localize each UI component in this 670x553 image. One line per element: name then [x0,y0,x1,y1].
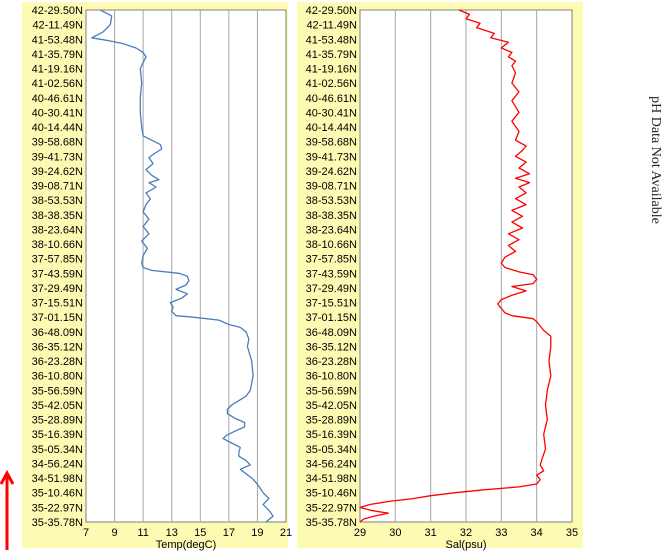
sal-y-tick-label: 35-16.39N [306,429,357,441]
sal-y-tick-label: 34-56.24N [306,458,357,470]
temp-y-tick-label: 39-08.71N [32,181,83,193]
temp-y-tick-label: 41-35.79N [32,49,83,61]
sal-x-tick-label: 35 [566,527,578,539]
sal-y-tick-label: 42-29.50N [306,5,357,17]
sal-y-tick-label: 35-28.89N [306,415,357,427]
sal-y-tick-label: 38-23.64N [306,224,357,236]
sal-x-tick-label: 29 [354,527,366,539]
sal-y-tick-label: 38-38.35N [306,210,357,222]
temp-y-tick-label: 35-05.34N [32,444,83,456]
temp-y-tick-label: 35-56.59N [32,385,83,397]
temp-y-tick-label: 36-35.12N [32,341,83,353]
sal-x-tick-label: 31 [425,527,437,539]
sal-y-tick-label: 37-57.85N [306,254,357,266]
temp-y-tick-label: 41-19.16N [32,64,83,76]
sal-y-tick-label: 37-15.51N [306,298,357,310]
sal-x-axis-title: Sal(psu) [446,539,487,551]
temp-y-tick-label: 37-43.59N [32,268,83,280]
temp-y-tick-label: 38-23.64N [32,224,83,236]
temp-y-tick-label: 37-57.85N [32,254,83,266]
temp-y-tick-label: 37-01.15N [32,312,83,324]
temp-series-line-0 [91,9,274,523]
temp-y-tick-label: 39-24.62N [32,166,83,178]
temp-y-tick-label: 41-53.48N [32,34,83,46]
temp-y-tick-label: 37-15.51N [32,298,83,310]
sal-y-tick-label: 35-05.34N [306,444,357,456]
sal-y-tick-label: 38-10.66N [306,239,357,251]
sal-x-tick-label: 34 [531,527,543,539]
sal-y-tick-label: 39-41.73N [306,151,357,163]
sal-y-tick-label: 38-53.53N [306,195,357,207]
sal-y-tick-label: 34-51.98N [306,473,357,485]
temp-y-tick-label: 40-30.41N [32,107,83,119]
temp-y-tick-label: 34-51.98N [32,473,83,485]
sal-x-tick-label: 33 [495,527,507,539]
temp-y-tick-label: 35-35.78N [32,517,83,529]
sal-y-tick-label: 42-11.49N [306,20,357,32]
temp-x-tick-label: 9 [112,527,118,539]
sal-y-tick-label: 39-58.68N [306,137,357,149]
temp-y-tick-label: 35-16.39N [32,429,83,441]
temp-x-axis-title: Temp(degC) [156,539,217,551]
sal-y-tick-label: 37-29.49N [306,283,357,295]
temp-x-tick-label: 7 [83,527,89,539]
sal-y-tick-label: 40-46.61N [306,93,357,105]
temp-x-tick-label: 19 [251,527,263,539]
sal-y-tick-label: 37-43.59N [306,268,357,280]
temp-y-tick-label: 38-53.53N [32,195,83,207]
sal-y-tick-label: 36-35.12N [306,341,357,353]
sal-y-tick-label: 35-42.05N [306,400,357,412]
sal-y-tick-label: 41-35.79N [306,49,357,61]
temp-x-tick-label: 13 [166,527,178,539]
ph-not-available-note: pH Data Not Available [640,40,670,280]
temp-y-tick-label: 35-28.89N [32,415,83,427]
temp-x-tick-label: 11 [137,527,148,539]
temp-y-tick-label: 35-42.05N [32,400,83,412]
temp-plot-area [85,9,287,523]
temp-x-tick-label: 21 [280,527,292,539]
sal-y-tick-label: 35-35.78N [306,517,357,529]
sal-y-tick-label: 40-14.44N [306,122,357,134]
sal-x-tick-label: 30 [389,527,401,539]
temp-y-tick-label: 35-10.46N [32,488,83,500]
sal-y-tick-label: 36-48.09N [306,327,357,339]
sal-y-tick-label: 41-19.16N [306,64,357,76]
temp-y-tick-label: 37-29.49N [32,283,83,295]
temp-y-tick-label: 36-10.80N [32,371,83,383]
sal-y-tick-label: 37-01.15N [306,312,357,324]
temp-y-tick-label: 41-02.56N [32,78,83,90]
temp-y-tick-label: 38-38.35N [32,210,83,222]
sal-y-tick-label: 41-02.56N [306,78,357,90]
sal-y-tick-label: 40-30.41N [306,107,357,119]
sal-y-tick-label: 36-23.28N [306,356,357,368]
temp-y-tick-label: 36-23.28N [32,356,83,368]
temp-x-tick-label: 17 [223,527,235,539]
direction-arrow-icon [0,470,14,550]
sal-x-tick-label: 32 [460,527,472,539]
sal-y-tick-label: 35-22.97N [306,502,357,514]
sal-y-tick-label: 41-53.48N [306,34,357,46]
temp-y-tick-label: 40-14.44N [32,122,83,134]
sal-y-tick-label: 36-10.80N [306,371,357,383]
temp-y-tick-label: 42-11.49N [32,20,83,32]
sal-y-tick-label: 35-56.59N [306,385,357,397]
temp-y-tick-label: 35-22.97N [32,502,83,514]
temp-y-tick-label: 38-10.66N [32,239,83,251]
sal-series-line-0 [359,9,552,523]
temp-y-tick-label: 40-46.61N [32,93,83,105]
temp-y-tick-label: 42-29.50N [32,5,83,17]
sal-y-tick-label: 35-10.46N [306,488,357,500]
temp-y-tick-label: 34-56.24N [32,458,83,470]
ph-note-text: pH Data Not Available [648,96,663,224]
temp-y-tick-label: 39-58.68N [32,137,83,149]
temp-y-tick-label: 36-48.09N [32,327,83,339]
sal-y-tick-label: 39-24.62N [306,166,357,178]
temp-x-tick-label: 15 [194,527,206,539]
sal-y-tick-label: 39-08.71N [306,181,357,193]
temp-y-tick-label: 39-41.73N [32,151,83,163]
